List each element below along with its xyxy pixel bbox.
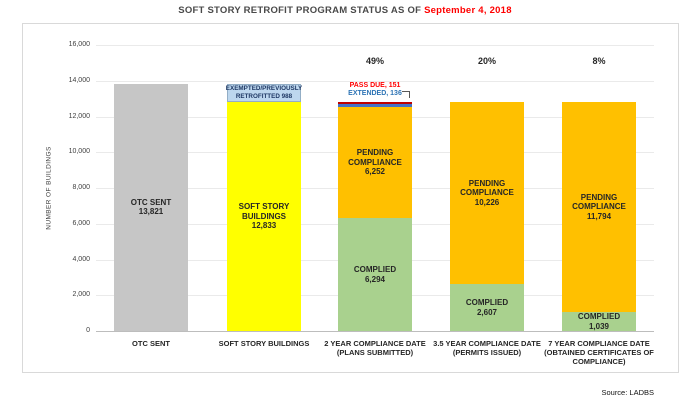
y-tick-label: 10,000 <box>68 148 90 156</box>
chart-frame: NUMBER OF BUILDINGS 16,000 14,000 12,000 10… <box>22 23 679 373</box>
bar-segment-extended-2yr <box>338 104 412 107</box>
bar-segment-pending-compliance-3-5yr: PENDING COMPLIANCE 10,226 <box>450 101 524 285</box>
gridline <box>96 80 654 82</box>
x-axis-category-label-line: (OBTAINED CERTIFICATES OF <box>544 348 654 357</box>
bar-segment-complied-3-5yr: COMPLIED 2,607 <box>450 284 524 331</box>
bar-segment-label: 11,794 <box>586 211 612 221</box>
bar-segment-pending-compliance-2yr: PENDING COMPLIANCE 6,252 <box>338 106 412 219</box>
y-tick-label: 14,000 <box>68 76 90 84</box>
x-axis-category-label: 3.5 YEAR COMPLIANCE DATE (PERMITS ISSUED) <box>419 339 555 357</box>
bar-segment-label: 2,607 <box>476 307 498 317</box>
x-axis-category-label-line: COMPLIANCE) <box>572 357 626 366</box>
bar-segment-complied-7yr: COMPLIED 1,039 <box>562 312 636 331</box>
bar-segment-label: EXEMPTED/PREVIOUSLY <box>225 85 303 93</box>
bar-segment-complied-2yr: COMPLIED 6,294 <box>338 218 412 331</box>
bar-segment-label: 6,294 <box>364 274 386 284</box>
bar-segment-label: COMPLIANCE <box>572 202 626 212</box>
percent-label: 49% <box>365 56 384 66</box>
bar-segment-label: 6,252 <box>364 167 386 177</box>
bar-segment-label: OTC SENT <box>130 197 172 207</box>
bar-segment-label: COMPLIED <box>353 265 397 275</box>
bar-segment-pass-due-2yr <box>338 101 412 105</box>
x-axis-line <box>96 331 654 332</box>
bar-segment-otc-sent: OTC SENT 13,821 <box>114 83 188 331</box>
callout-extended-2yr: EXTENDED, 136 <box>348 89 402 97</box>
bar-segment-label: SOFT STORY <box>238 202 290 212</box>
x-axis-category-label-line: 7 YEAR COMPLIANCE DATE <box>548 339 650 348</box>
bar-segment-label: PENDING <box>356 148 394 158</box>
x-axis-category-label-line: OTC SENT <box>132 339 170 348</box>
bar-segment-label: RETROFITTED 988 <box>235 92 293 100</box>
bar-segment-label: COMPLIANCE <box>460 188 514 198</box>
bar-segment-label: COMPLIED <box>577 312 621 322</box>
x-axis-category-label-line: SOFT STORY BUILDINGS <box>218 339 310 348</box>
x-axis-category-label: SOFT STORY BUILDINGS <box>196 339 332 348</box>
y-tick-label: 12,000 <box>68 112 90 120</box>
bar-segment-soft-story-buildings: SOFT STORY BUILDINGS 12,833 <box>227 101 301 331</box>
y-tick-label: 0 <box>86 327 90 334</box>
x-axis-category-label: OTC SENT <box>83 339 219 348</box>
bar-segment-label: 10,226 <box>474 197 500 207</box>
bar-segment-label: COMPLIANCE <box>348 157 402 167</box>
x-axis-category-label-line: 2 YEAR COMPLIANCE DATE <box>324 339 426 348</box>
y-tick-label: 2,000 <box>72 291 90 299</box>
bar-segment-label: PENDING <box>468 178 506 188</box>
bar-segment-label: COMPLIED <box>465 298 509 308</box>
bar-segment-label: 13,821 <box>138 207 164 217</box>
bar-segment-pending-compliance-7yr: PENDING COMPLIANCE 11,794 <box>562 101 636 313</box>
bar-segment-label: PENDING <box>580 192 618 202</box>
bar-segment-label: 12,833 <box>251 221 277 231</box>
chart-title-text: SOFT STORY RETROFIT PROGRAM STATUS AS OF <box>178 5 425 16</box>
callout-bracket <box>402 90 410 98</box>
y-tick-label: 8,000 <box>72 184 90 191</box>
chart-title-date: September 4, 2018 <box>424 5 512 16</box>
bar-segment-exempted-previously-retrofitted: EXEMPTED/PREVIOUSLY RETROFITTED 988 <box>225 83 303 102</box>
y-tick-label: 16,000 <box>68 41 90 48</box>
x-axis-category-label-line: 3.5 YEAR COMPLIANCE DATE <box>433 339 541 348</box>
gridline <box>96 45 654 46</box>
x-axis-category-label: 7 YEAR COMPLIANCE DATE (OBTAINED CERTIFIC… <box>531 339 667 366</box>
x-axis-category-label: 2 YEAR COMPLIANCE DATE (PLANS SUBMITTED) <box>307 339 443 357</box>
x-axis-category-label-line: (PERMITS ISSUED) <box>452 348 522 357</box>
percent-label: 8% <box>592 56 606 66</box>
bar-segment-label: 1,039 <box>588 321 610 331</box>
x-axis-category-label-line: (PLANS SUBMITTED) <box>336 348 414 357</box>
callout-pass-due-2yr: PASS DUE, 151 <box>349 81 401 89</box>
y-tick-label: 6,000 <box>72 219 90 227</box>
chart-title: SOFT STORY RETROFIT PROGRAM STATUS AS OF… <box>0 5 690 16</box>
bar-segment-label: BUILDINGS <box>242 211 286 221</box>
source-caption: Source: LADBS <box>601 388 654 397</box>
percent-label: 20% <box>477 56 496 66</box>
y-tick-label: 4,000 <box>72 255 90 263</box>
